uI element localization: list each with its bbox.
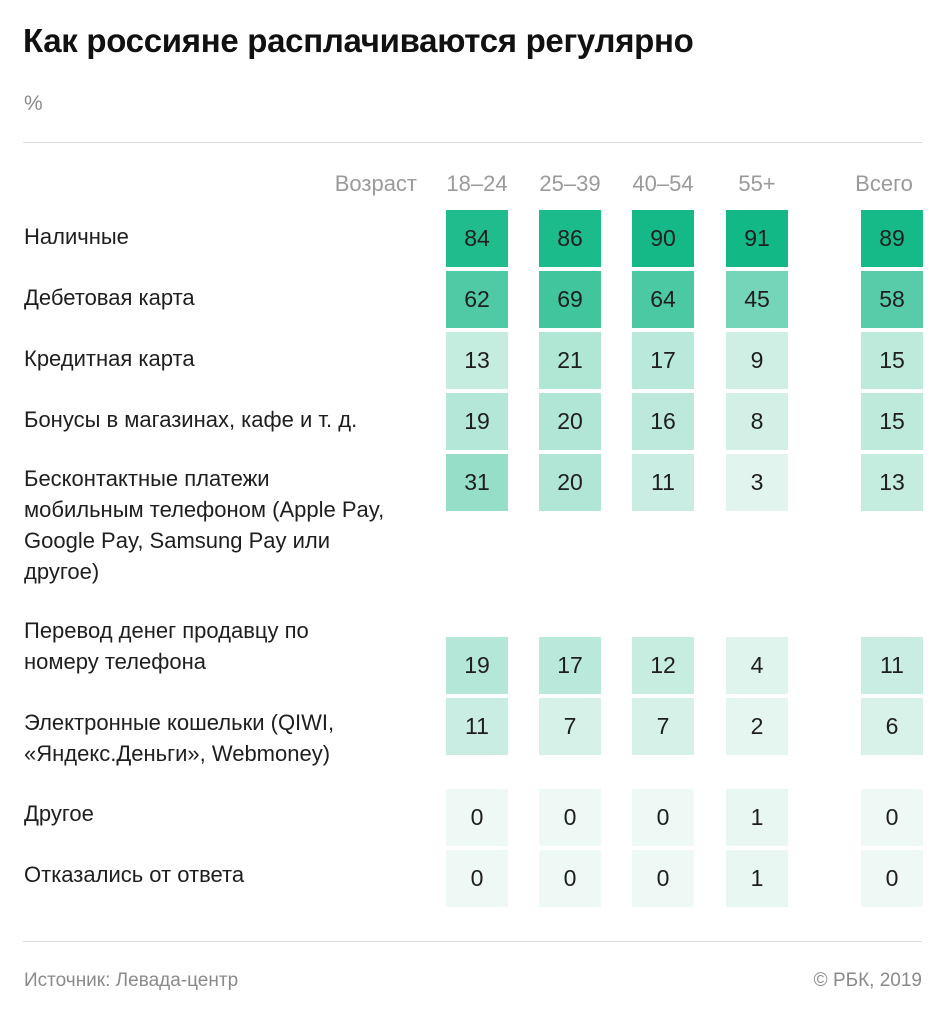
- value-cell: 69: [539, 271, 601, 328]
- column-header: Всего: [855, 171, 913, 196]
- column-header: 55+: [738, 171, 776, 196]
- value-cell: 0: [539, 850, 601, 907]
- value-cell: 19: [446, 393, 508, 450]
- value-cell: 91: [726, 210, 788, 267]
- column-header: 40–54: [632, 171, 694, 196]
- value-cell: 1: [726, 850, 788, 907]
- row-label: Бесконтактные платежи мобильным телефоно…: [24, 466, 385, 584]
- value-cell: 1: [726, 789, 788, 846]
- value-cell: 0: [539, 789, 601, 846]
- value-cell: 4: [726, 637, 788, 694]
- value-cell: 0: [861, 789, 923, 846]
- value-cell: 0: [632, 789, 694, 846]
- value-cell: 3: [726, 454, 788, 511]
- value-cell: 0: [446, 789, 508, 846]
- value-cell: 90: [632, 210, 694, 267]
- bottom-divider: [23, 941, 922, 942]
- value-cell: 45: [726, 271, 788, 328]
- chart-title: Как россияне расплачиваются регулярно: [23, 22, 694, 59]
- value-cell: 20: [539, 454, 601, 511]
- row-label: Кредитная карта: [24, 346, 195, 371]
- value-cell: 13: [446, 332, 508, 389]
- value-cell: 17: [539, 637, 601, 694]
- value-cell: 15: [861, 393, 923, 450]
- value-cell: 0: [861, 850, 923, 907]
- value-cell: 7: [632, 698, 694, 755]
- value-cell: 0: [446, 850, 508, 907]
- value-cell: 86: [539, 210, 601, 267]
- value-cell: 17: [632, 332, 694, 389]
- column-header: 25–39: [539, 171, 601, 196]
- value-cell: 13: [861, 454, 923, 511]
- value-cell: 7: [539, 698, 601, 755]
- value-cell: 31: [446, 454, 508, 511]
- unit-label: %: [24, 92, 43, 115]
- value-cell: 11: [861, 637, 923, 694]
- row-label: Наличные: [24, 224, 129, 249]
- value-cell: 84: [446, 210, 508, 267]
- copyright-note: © РБК, 2019: [813, 970, 922, 991]
- value-cell: 89: [861, 210, 923, 267]
- value-cell: 15: [861, 332, 923, 389]
- value-cell: 11: [446, 698, 508, 755]
- value-cell: 21: [539, 332, 601, 389]
- value-cell: 58: [861, 271, 923, 328]
- value-cell: 2: [726, 698, 788, 755]
- value-cell: 19: [446, 637, 508, 694]
- row-label: Бонусы в магазинах, кафе и т. д.: [24, 407, 358, 432]
- value-cell: 12: [632, 637, 694, 694]
- row-label: Дебетовая карта: [24, 285, 195, 310]
- column-header-age: Возраст: [334, 171, 417, 196]
- value-cell: 16: [632, 393, 694, 450]
- row-label: Отказались от ответа: [24, 862, 245, 887]
- value-cell: 64: [632, 271, 694, 328]
- value-cell: 8: [726, 393, 788, 450]
- value-cell: 0: [632, 850, 694, 907]
- value-cell: 6: [861, 698, 923, 755]
- column-header: 18–24: [446, 171, 508, 196]
- value-cell: 11: [632, 454, 694, 511]
- value-cell: 62: [446, 271, 508, 328]
- row-label: Электронные кошельки (QIWI, «Яндекс.День…: [24, 710, 335, 766]
- source-note: Источник: Левада-центр: [24, 970, 239, 991]
- row-label: Другое: [24, 801, 94, 826]
- top-divider: [23, 142, 922, 143]
- value-cell: 9: [726, 332, 788, 389]
- row-label: Перевод денег продавцу по номеру телефон…: [24, 618, 309, 674]
- value-cell: 20: [539, 393, 601, 450]
